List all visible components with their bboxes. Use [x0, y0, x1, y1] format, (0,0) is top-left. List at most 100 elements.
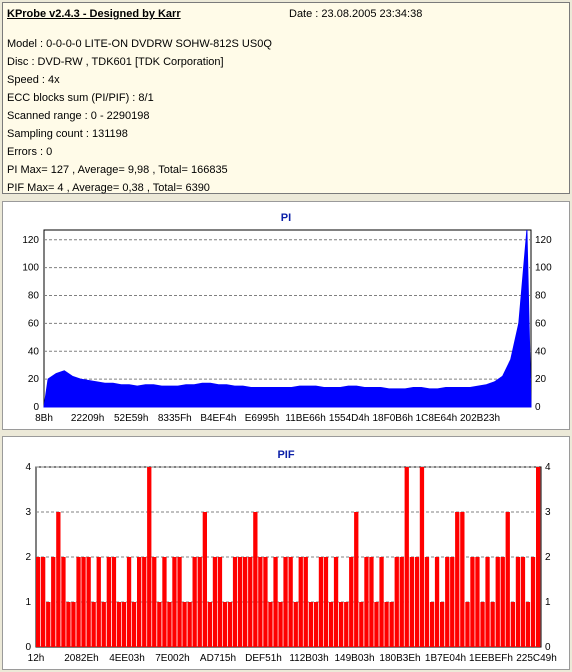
pif-bar	[202, 512, 207, 647]
info-pi-stats: PI Max= 127 , Average= 9,98 , Total= 166…	[7, 164, 228, 176]
pif-bar	[530, 557, 536, 647]
pif-bar	[121, 602, 127, 647]
pif-bar	[222, 602, 228, 647]
pif-bar	[308, 602, 313, 647]
pif-bar	[424, 557, 430, 647]
x-tick-label: 225C49h	[516, 653, 557, 664]
pif-bar	[465, 602, 470, 647]
pif-bar	[207, 602, 212, 647]
pif-bar	[162, 557, 167, 647]
pif-chart-panel: PIF 0 0 1 1 2 2 3 3 4 4 12h 2082Eh 4EE03h 7E002h AD715…	[2, 436, 570, 670]
pif-bar	[192, 557, 197, 647]
pif-bar	[182, 602, 187, 647]
x-tick-label: 149B03h	[334, 653, 374, 664]
pif-bar	[460, 512, 465, 647]
pif-bar	[187, 602, 192, 647]
x-tick-label: 8335Fh	[158, 413, 192, 424]
x-tick-label: E6995h	[245, 413, 279, 424]
y-tick-label-left: 2	[25, 552, 31, 563]
x-tick-label: AD715h	[200, 653, 236, 664]
pi-series-area	[43, 229, 532, 408]
x-tick-label: 8Bh	[35, 413, 53, 424]
y-tick-label-left: 20	[28, 374, 40, 385]
pif-bar	[379, 557, 384, 647]
pif-bar	[475, 557, 480, 647]
app-title: KProbe v2.4.3 - Designed by Karr	[7, 8, 181, 20]
pif-bar	[384, 602, 389, 647]
pif-bar	[283, 557, 288, 647]
pif-bar	[505, 512, 510, 647]
pif-bar	[364, 557, 369, 647]
y-tick-label-left: 3	[25, 507, 31, 518]
pif-bar	[445, 557, 450, 647]
y-tick-label-left: 4	[25, 462, 31, 473]
pif-bar	[490, 602, 495, 647]
pif-bar	[500, 557, 505, 647]
pif-bar	[197, 557, 202, 647]
pif-bar	[389, 602, 394, 647]
pif-bar	[515, 557, 521, 647]
x-tick-label: 1B7E04h	[425, 653, 466, 664]
info-sampling: Sampling count : 131198	[7, 128, 128, 140]
pif-bar	[56, 512, 61, 647]
pif-bar	[243, 557, 248, 647]
pif-bar	[36, 557, 41, 647]
pif-bar	[131, 602, 137, 647]
y-tick-label-left: 80	[28, 291, 40, 302]
pif-bar	[41, 557, 46, 647]
x-tick-label: 12h	[28, 653, 45, 664]
y-tick-label-left: 120	[22, 235, 39, 246]
y-tick-label-right: 100	[535, 263, 552, 274]
pi-chart: 0 0 20 20 40 40 60 60 80 80 100 100 120 120 8Bh 22209h 5…	[22, 229, 552, 424]
pif-bar	[81, 557, 86, 647]
pif-bar	[137, 557, 142, 647]
x-tick-label: 2082Eh	[64, 653, 98, 664]
pif-bar	[51, 557, 56, 647]
x-tick-label: 1554D4h	[329, 413, 370, 424]
info-ecc: ECC blocks sum (PI/PIF) : 8/1	[7, 92, 154, 104]
x-tick-label: 11BE66h	[285, 413, 325, 424]
plot-area	[43, 229, 532, 408]
y-tick-label-left: 40	[28, 346, 40, 357]
pif-bar	[61, 557, 66, 647]
y-tick-label-right: 1	[545, 597, 551, 608]
pif-bar	[349, 557, 354, 647]
pif-bar	[253, 512, 258, 647]
info-disc: Disc : DVD-RW , TDK601 [TDK Corporation]	[7, 56, 224, 68]
y-tick-label-right: 80	[535, 291, 547, 302]
x-tick-label: 4EE03h	[109, 653, 145, 664]
pif-bar	[328, 602, 334, 647]
pif-bar	[273, 557, 278, 647]
pif-bar	[172, 557, 177, 647]
pif-bar	[374, 602, 379, 647]
pif-bar	[333, 557, 339, 647]
pif-bar	[313, 602, 319, 647]
pif-bar	[394, 557, 399, 647]
x-tick-label: 202B23h	[460, 413, 500, 424]
pif-bar	[434, 557, 440, 647]
pif-bar	[485, 557, 490, 647]
pif-bar	[157, 602, 162, 647]
y-tick-label-right: 40	[535, 346, 547, 357]
pif-bar	[339, 602, 344, 647]
scan-date: Date : 23.08.2005 23:34:38	[289, 8, 423, 20]
y-tick-label-left: 1	[25, 597, 31, 608]
pif-bar	[318, 557, 324, 647]
pif-bar	[455, 512, 460, 647]
pif-bar	[66, 602, 71, 647]
pif-bar	[263, 557, 268, 647]
info-errors: Errors : 0	[7, 146, 53, 158]
pif-bar	[525, 602, 531, 647]
y-tick-label-left: 60	[28, 318, 40, 329]
pif-bar	[232, 557, 238, 647]
pif-bar	[470, 557, 475, 647]
pif-bar	[369, 557, 374, 647]
pif-bar	[167, 602, 172, 647]
info-range: Scanned range : 0 - 2290198	[7, 110, 150, 122]
pif-bar	[227, 602, 233, 647]
pif-bar	[76, 557, 81, 647]
pif-bar	[409, 557, 414, 647]
pif-bar	[440, 602, 445, 647]
y-tick-label-right: 20	[535, 374, 547, 385]
y-tick-label-right: 0	[535, 402, 541, 413]
